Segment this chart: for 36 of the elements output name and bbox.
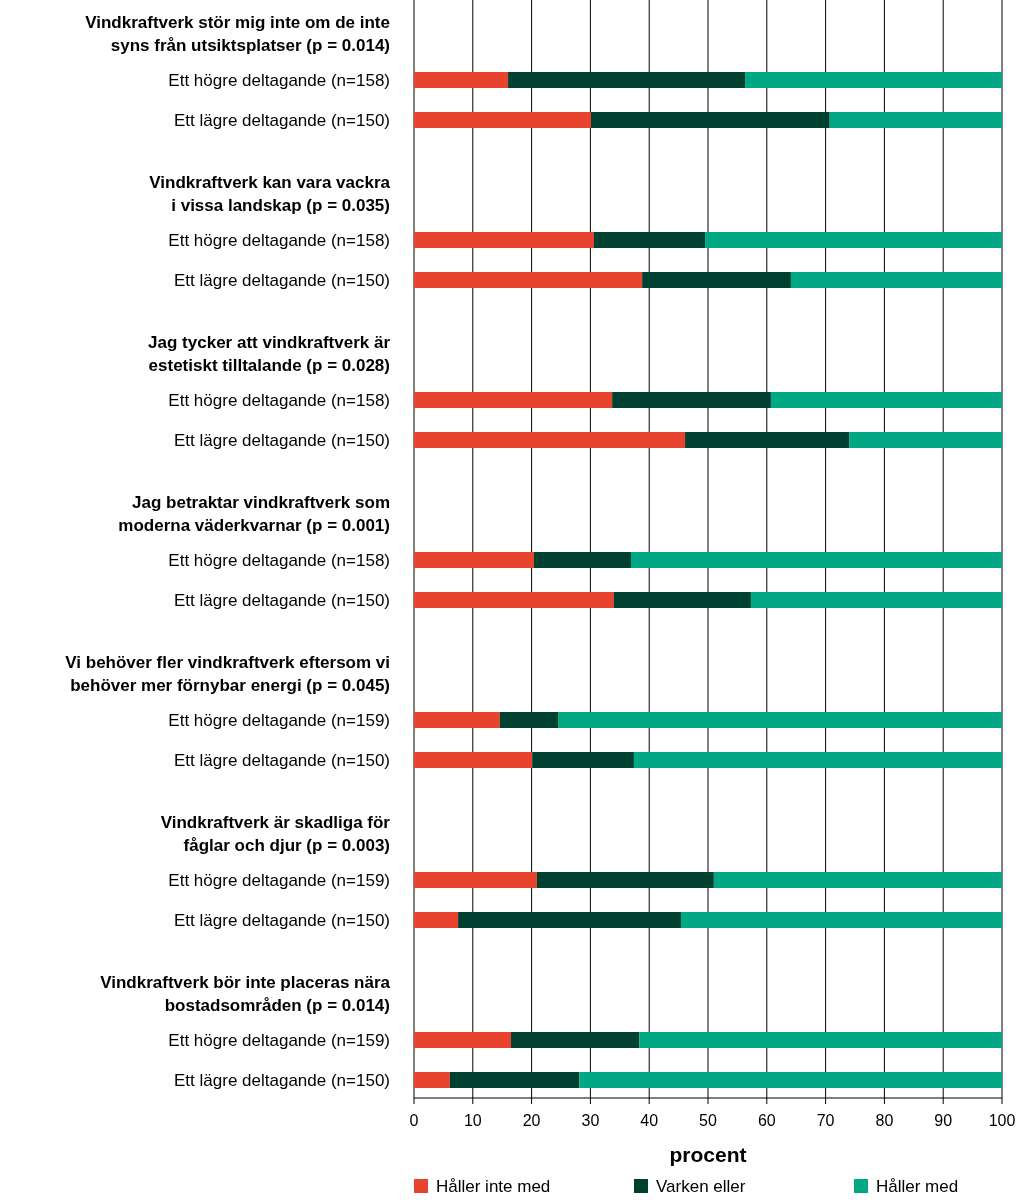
- y-tick-label: Ett lägre deltagande (n=150): [174, 271, 390, 290]
- x-axis-title: procent: [669, 1143, 747, 1166]
- x-tick-label: 60: [757, 1112, 776, 1129]
- y-tick-label: Jag tycker att vindkraftverk är estetiskt tilltalande (p = 0.028): [148, 332, 391, 375]
- y-tick-label: Ett högre deltagande (n=159): [168, 871, 390, 890]
- x-tick-label: 80: [875, 1112, 894, 1129]
- y-tick-label: Ett lägre deltagande (n=150): [174, 1071, 390, 1090]
- x-tick-label: 100: [988, 1112, 1016, 1129]
- y-tick-label: Ett lägre deltagande (n=150): [174, 911, 390, 930]
- y-tick-label: Ett högre deltagande (n=158): [168, 551, 390, 570]
- y-tick-label: Jag betraktar vindkraftverk som moderna väderkvarnar (p = 0.001): [118, 492, 390, 535]
- y-tick-label: Ett högre deltagande (n=158): [168, 231, 390, 250]
- x-tick-label: 20: [522, 1112, 541, 1129]
- y-tick-label: Ett lägre deltagande (n=150): [174, 591, 390, 610]
- x-tick-label: 10: [463, 1112, 482, 1129]
- y-tick-label: Vindkraftverk stör mig inte om de inte syns från utsiktsplatser (p = 0.014): [85, 12, 390, 55]
- x-tick-label: 90: [934, 1112, 953, 1129]
- y-tick-label: Vi behöver fler vindkraftverk eftersom vi behöver mer förnybar energi (p = 0.045): [65, 652, 390, 695]
- x-tick-label: 30: [581, 1112, 600, 1129]
- y-tick-label: Ett högre deltagande (n=159): [168, 711, 390, 730]
- x-tick-label: 40: [640, 1112, 659, 1129]
- y-tick-label: Vindkraftverk bör inte placeras nära bostadsområden (p = 0.014): [100, 972, 391, 1015]
- y-tick-label: Ett högre deltagande (n=158): [168, 71, 390, 90]
- y-tick-label: Vindkraftverk är skadliga för fåglar och djur (p = 0.003): [160, 812, 391, 855]
- y-tick-label: Ett högre deltagande (n=159): [168, 1031, 390, 1050]
- legend-label: Varken eller: [656, 1177, 746, 1196]
- legend-label: Håller med: [876, 1177, 959, 1196]
- y-tick-label: Ett lägre deltagande (n=150): [174, 111, 390, 130]
- legend-label: Håller inte med: [436, 1177, 551, 1196]
- y-tick-label: Vindkraftverk kan vara vackra i vissa landskap (p = 0.035): [149, 172, 391, 215]
- x-tick-label: 0: [409, 1112, 419, 1129]
- y-tick-label: Ett lägre deltagande (n=150): [174, 751, 390, 770]
- x-tick-label: 70: [816, 1112, 835, 1129]
- y-tick-label: Ett lägre deltagande (n=150): [174, 431, 390, 450]
- y-tick-label: Ett högre deltagande (n=158): [168, 391, 390, 410]
- x-tick-label: 50: [699, 1112, 717, 1129]
